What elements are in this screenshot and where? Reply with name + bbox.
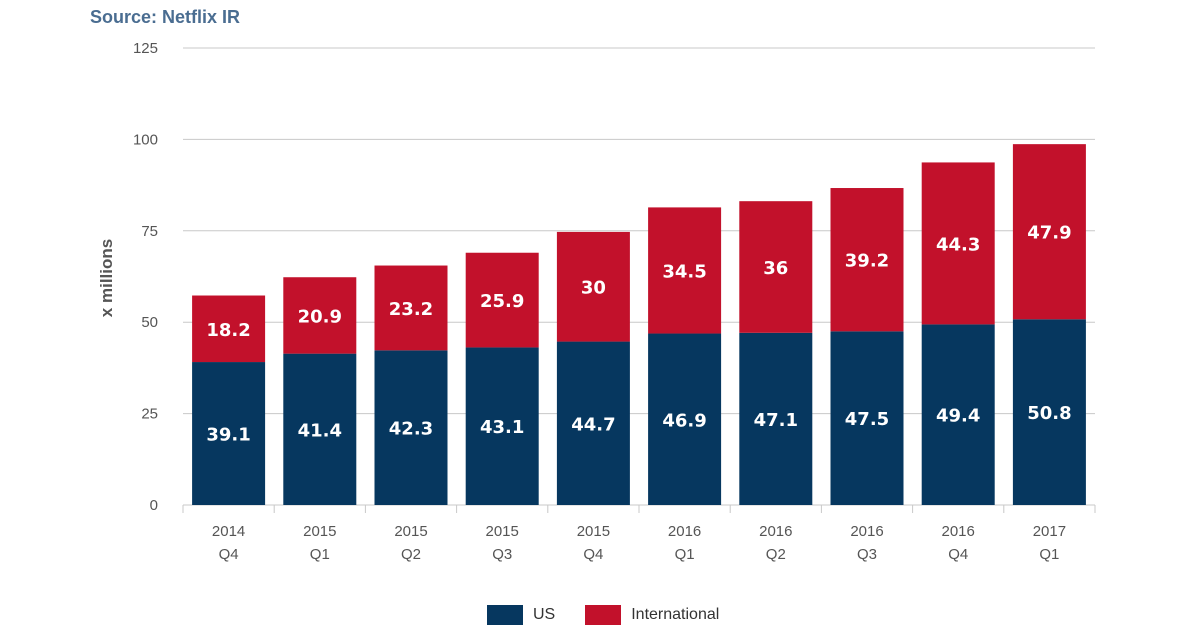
data-label: 47.5 — [845, 409, 889, 430]
y-tick-label: 50 — [141, 314, 158, 331]
data-label: 18.2 — [206, 320, 250, 341]
x-tick-label-year: 2017 — [1033, 523, 1066, 540]
x-tick-label-quarter: Q3 — [857, 546, 877, 563]
x-tick-label-year: 2016 — [668, 523, 701, 540]
bar-us[interactable] — [1012, 319, 1086, 505]
bar-international[interactable] — [283, 277, 357, 354]
bar-us[interactable] — [374, 350, 448, 505]
data-label: 39.1 — [206, 425, 250, 446]
bar-international[interactable] — [374, 265, 448, 351]
bar-us[interactable] — [465, 347, 539, 505]
bar-international[interactable] — [465, 252, 539, 348]
bar-us[interactable] — [830, 331, 904, 505]
legend-label-us: US — [533, 606, 556, 623]
data-label: 20.9 — [298, 306, 342, 327]
data-label: 44.7 — [571, 414, 615, 435]
data-label: 39.2 — [845, 251, 889, 272]
x-tick-label-quarter: Q2 — [766, 546, 786, 563]
x-tick-label-year: 2014 — [212, 523, 245, 540]
data-label: 43.1 — [480, 417, 524, 438]
bars — [192, 144, 1086, 505]
y-tick-label: 75 — [141, 223, 158, 240]
x-tick-label-quarter: Q2 — [401, 546, 421, 563]
bar-international[interactable] — [1012, 144, 1086, 320]
legend-item-international[interactable]: International — [585, 605, 719, 625]
x-tick-label-quarter: Q4 — [583, 546, 603, 563]
x-tick-label-quarter: Q4 — [948, 546, 968, 563]
data-label: 36 — [763, 258, 788, 279]
bar-us[interactable] — [921, 324, 995, 505]
data-label: 49.4 — [936, 406, 980, 427]
bar-international[interactable] — [921, 162, 995, 325]
x-tick-label-quarter: Q1 — [675, 546, 695, 563]
bar-us[interactable] — [648, 333, 722, 505]
y-tick-label: 100 — [133, 131, 158, 148]
data-label: 46.9 — [662, 410, 706, 431]
y-tick-label: 0 — [150, 497, 158, 514]
bar-us[interactable] — [283, 353, 357, 505]
data-label: 47.9 — [1027, 223, 1071, 244]
data-label: 41.4 — [298, 420, 342, 441]
x-tick-label-quarter: Q4 — [219, 546, 239, 563]
x-tick-label-year: 2015 — [394, 523, 427, 540]
y-tick-label: 125 — [133, 40, 158, 57]
bar-international[interactable] — [830, 188, 904, 332]
x-tick-label-quarter: Q1 — [1039, 546, 1059, 563]
bar-us[interactable] — [192, 362, 266, 505]
data-label: 23.2 — [389, 299, 433, 320]
data-label: 50.8 — [1027, 403, 1071, 424]
legend: US International — [487, 603, 749, 627]
x-tick-label-quarter: Q3 — [492, 546, 512, 563]
legend-swatch-international — [585, 605, 622, 625]
y-tick-label: 25 — [141, 406, 158, 423]
x-tick-label-year: 2016 — [759, 523, 792, 540]
data-label: 30 — [581, 278, 606, 299]
x-tick-label-year: 2016 — [942, 523, 975, 540]
data-label: 44.3 — [936, 234, 980, 255]
source-note: Source: Netflix IR — [90, 7, 241, 27]
data-label: 42.3 — [389, 419, 433, 440]
x-tick-label-year: 2015 — [577, 523, 610, 540]
x-tick-label-year: 2015 — [303, 523, 336, 540]
data-label: 34.5 — [662, 261, 706, 282]
y-axis-ticks: 0 25 50 75 100 125 — [133, 40, 158, 514]
x-tick-label-year: 2015 — [486, 523, 519, 540]
bar-international[interactable] — [648, 207, 722, 334]
bar-international[interactable] — [739, 201, 813, 333]
y-axis-label: x millions — [97, 239, 116, 317]
legend-swatch-us — [487, 605, 523, 625]
legend-item-us[interactable]: US — [487, 605, 555, 625]
bar-international[interactable] — [556, 231, 630, 342]
data-labels: 39.1 18.2 41.4 20.9 42.3 23.2 43.1 25.9 44.7 30 46… — [206, 223, 1071, 446]
x-axis-ticks: 2014 Q4 2015 Q1 2015 Q2 2015 Q3 2015 Q4 2016 Q1 2016… — [182, 505, 1096, 563]
x-tick-label-quarter: Q1 — [310, 546, 330, 563]
data-label: 25.9 — [480, 291, 524, 312]
x-tick-label-year: 2016 — [850, 523, 883, 540]
bar-international[interactable] — [192, 295, 266, 363]
bar-us[interactable] — [739, 332, 813, 505]
bar-us[interactable] — [556, 341, 630, 505]
legend-label-international: International — [631, 606, 720, 623]
stacked-bar-chart: 0 25 50 75 100 125 x millions 39.1 18.2 41.4 20.… — [97, 40, 1096, 563]
data-label: 47.1 — [754, 410, 798, 431]
